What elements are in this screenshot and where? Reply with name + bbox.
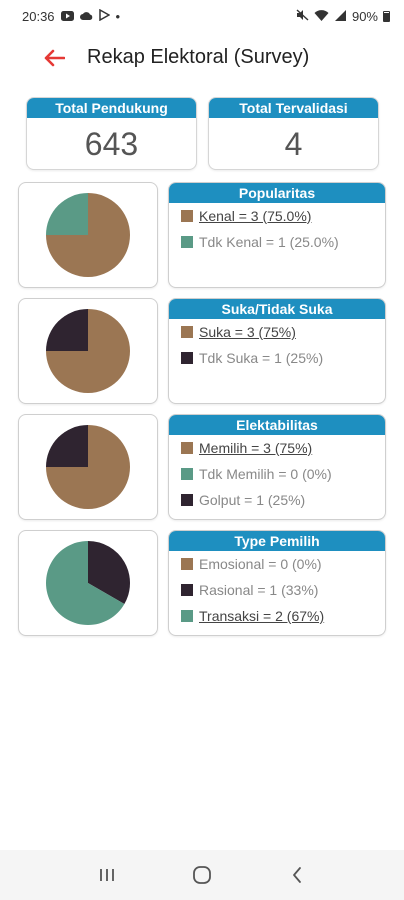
total-pendukung-value: 643 bbox=[84, 126, 139, 162]
legend-label: Tdk Kenal = 1 (25.0%) bbox=[199, 234, 339, 250]
nav-back-button[interactable] bbox=[277, 855, 317, 895]
swatch-teal bbox=[181, 468, 193, 480]
total-tervalidasi-label: Total Tervalidasi bbox=[209, 98, 378, 118]
legend-label: Tdk Suka = 1 (25%) bbox=[199, 350, 324, 366]
battery-percent: 90% bbox=[351, 8, 378, 24]
panel-title-elektabilitas: Elektabilitas bbox=[169, 415, 385, 435]
page-title: Rekap Elektoral (Survey) bbox=[87, 46, 310, 68]
pie-card-suka bbox=[18, 298, 158, 404]
legend-card-type-pemilih: Type Pemilih Emosional = 0 (0%) Rasional… bbox=[168, 530, 386, 636]
legend-item-tdk-memilih[interactable]: Tdk Memilih = 0 (0%) bbox=[169, 461, 385, 487]
swatch-brown bbox=[181, 210, 193, 222]
battery-icon bbox=[383, 10, 390, 22]
legend-card-suka: Suka/Tidak Suka Suka = 3 (75%) Tdk Suka … bbox=[168, 298, 386, 404]
total-pendukung-label: Total Pendukung bbox=[27, 98, 196, 118]
legend-label: Kenal = 3 (75.0%) bbox=[199, 208, 312, 224]
pie-slice-1 bbox=[46, 193, 88, 235]
swatch-dark bbox=[181, 584, 193, 596]
mute-icon bbox=[296, 8, 309, 24]
pie-card-type-pemilih bbox=[18, 530, 158, 636]
navigation-bar bbox=[0, 850, 404, 900]
legend-item-suka[interactable]: Suka = 3 (75%) bbox=[169, 319, 385, 345]
legend-item-kenal[interactable]: Kenal = 3 (75.0%) bbox=[169, 203, 385, 229]
legend-item-golput[interactable]: Golput = 1 (25%) bbox=[169, 487, 385, 513]
legend-item-memilih[interactable]: Memilih = 3 (75%) bbox=[169, 435, 385, 461]
legend-card-elektabilitas: Elektabilitas Memilih = 3 (75%) Tdk Memi… bbox=[168, 414, 386, 520]
panel-title-suka: Suka/Tidak Suka bbox=[169, 299, 385, 319]
recent-apps-button[interactable] bbox=[87, 855, 127, 895]
legend-item-emosional[interactable]: Emosional = 0 (0%) bbox=[169, 551, 385, 577]
panel-title-popularitas: Popularitas bbox=[169, 183, 385, 203]
pie-slice-2 bbox=[46, 541, 125, 625]
status-bar-left: 20:36 • bbox=[22, 8, 121, 24]
legend-item-tdk-suka[interactable]: Tdk Suka = 1 (25%) bbox=[169, 345, 385, 371]
arrow-left-icon bbox=[44, 49, 65, 67]
cloud-icon bbox=[79, 9, 93, 24]
pie-slice-1 bbox=[46, 309, 88, 351]
total-tervalidasi-value: 4 bbox=[284, 126, 303, 162]
swatch-brown bbox=[181, 326, 193, 338]
total-tervalidasi-card: Total Tervalidasi 4 bbox=[208, 97, 379, 170]
pie-card-popularitas bbox=[18, 182, 158, 288]
legend-label: Emosional = 0 (0%) bbox=[199, 556, 322, 572]
status-bar-right: 90% bbox=[296, 9, 390, 24]
status-bar: 20:36 • 90% bbox=[0, 0, 404, 32]
back-button[interactable] bbox=[40, 44, 68, 72]
pie-chart-popularitas bbox=[46, 193, 130, 277]
legend-item-tdk-kenal[interactable]: Tdk Kenal = 1 (25.0%) bbox=[169, 229, 385, 255]
youtube-icon bbox=[60, 9, 74, 24]
swatch-dark bbox=[181, 352, 193, 364]
legend-item-transaksi[interactable]: Transaksi = 2 (67%) bbox=[169, 603, 385, 629]
panel-title-type-pemilih: Type Pemilih bbox=[169, 531, 385, 551]
wifi-icon bbox=[314, 9, 329, 24]
pie-chart-suka bbox=[46, 309, 130, 393]
pie-slice-2 bbox=[46, 425, 88, 467]
legend-label: Memilih = 3 (75%) bbox=[199, 440, 313, 456]
back-icon bbox=[292, 867, 301, 883]
legend-label: Rasional = 1 (33%) bbox=[199, 582, 319, 598]
play-store-icon bbox=[98, 8, 111, 24]
swatch-teal bbox=[181, 610, 193, 622]
status-dot: • bbox=[115, 8, 121, 24]
legend-label: Transaksi = 2 (67%) bbox=[199, 608, 325, 624]
swatch-brown bbox=[181, 442, 193, 454]
pie-slice-1 bbox=[88, 541, 130, 604]
home-button[interactable] bbox=[182, 855, 222, 895]
pie-card-elektabilitas bbox=[18, 414, 158, 520]
legend-card-popularitas: Popularitas Kenal = 3 (75.0%) Tdk Kenal … bbox=[168, 182, 386, 288]
status-time: 20:36 bbox=[22, 8, 55, 24]
legend-item-rasional[interactable]: Rasional = 1 (33%) bbox=[169, 577, 385, 603]
legend-label: Suka = 3 (75%) bbox=[199, 324, 296, 340]
app-bar: Rekap Elektoral (Survey) bbox=[0, 32, 404, 84]
swatch-brown bbox=[181, 558, 193, 570]
signal-icon bbox=[334, 9, 347, 24]
legend-label: Golput = 1 (25%) bbox=[199, 492, 306, 508]
swatch-teal bbox=[181, 236, 193, 248]
pie-chart-type-pemilih bbox=[46, 541, 130, 625]
legend-label: Tdk Memilih = 0 (0%) bbox=[199, 466, 332, 482]
swatch-dark bbox=[181, 494, 193, 506]
recent-apps-icon bbox=[100, 869, 115, 881]
home-icon bbox=[193, 866, 211, 884]
pie-chart-elektabilitas bbox=[46, 425, 130, 509]
total-pendukung-card: Total Pendukung 643 bbox=[26, 97, 197, 170]
